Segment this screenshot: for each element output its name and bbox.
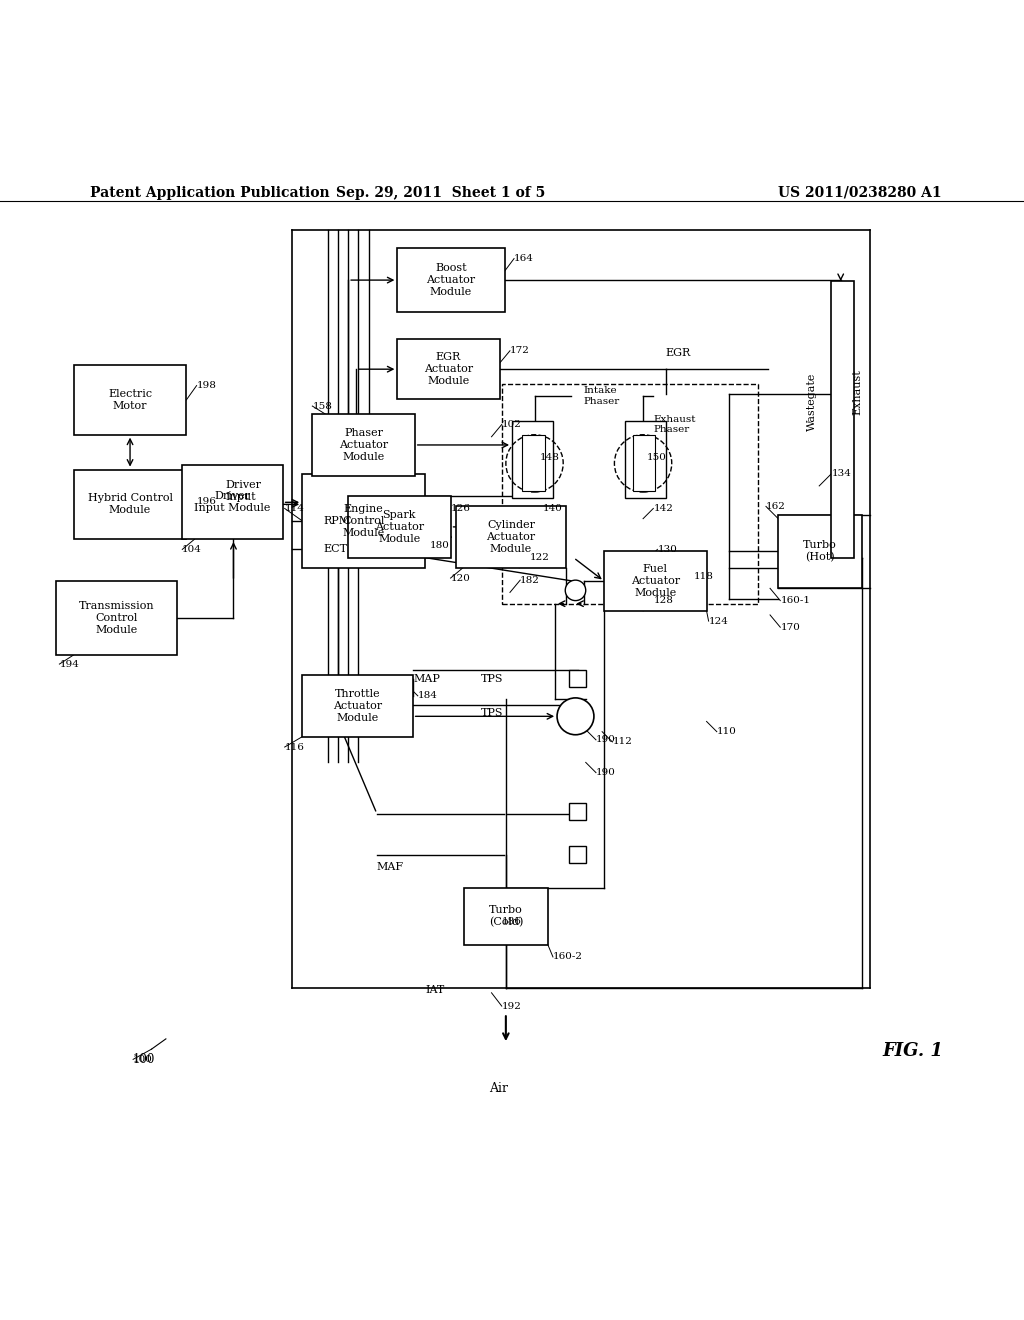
Text: 196: 196 (197, 496, 216, 506)
Text: 160-2: 160-2 (553, 953, 583, 961)
Text: 128: 128 (653, 597, 673, 605)
Text: 116: 116 (285, 743, 304, 751)
Bar (74, 366, 186, 434)
Text: 172: 172 (510, 346, 529, 355)
Text: 194: 194 (59, 660, 79, 669)
Bar (182, 466, 283, 539)
Text: 134: 134 (831, 469, 851, 478)
Text: IAT: IAT (425, 985, 444, 995)
Bar (633, 434, 655, 491)
Text: Hybrid Control
Module: Hybrid Control Module (87, 494, 173, 515)
Text: 190: 190 (596, 768, 615, 777)
Text: RPM: RPM (324, 516, 350, 525)
Text: Driver
Input: Driver Input (225, 480, 261, 502)
Bar (74, 470, 186, 539)
Bar (302, 474, 425, 568)
Text: 190: 190 (596, 735, 615, 744)
Text: 122: 122 (529, 553, 549, 562)
Text: Turbo
(Cold): Turbo (Cold) (488, 906, 523, 928)
Circle shape (557, 698, 594, 735)
Text: 192: 192 (502, 1002, 521, 1011)
Text: 158: 158 (312, 401, 332, 411)
Bar (831, 281, 854, 557)
Text: 100: 100 (133, 1055, 153, 1064)
Text: 114: 114 (285, 504, 304, 513)
Text: Transmission
Control
Module: Transmission Control Module (79, 601, 155, 635)
Bar (397, 248, 505, 312)
Text: ECT: ECT (324, 544, 347, 554)
Text: 100: 100 (133, 1053, 156, 1065)
Text: 110: 110 (717, 727, 736, 737)
Bar (56, 581, 177, 655)
Text: Wastegate: Wastegate (807, 372, 817, 432)
Text: Exhaust: Exhaust (852, 368, 862, 414)
Bar (569, 705, 586, 722)
Text: EGR
Actuator
Module: EGR Actuator Module (424, 352, 473, 387)
Circle shape (565, 579, 586, 601)
Text: 118: 118 (694, 572, 714, 581)
Text: 112: 112 (612, 738, 632, 746)
Bar (502, 384, 758, 603)
Text: Fuel
Actuator
Module: Fuel Actuator Module (631, 564, 680, 598)
Text: Boost
Actuator
Module: Boost Actuator Module (427, 263, 475, 297)
Text: US 2011/0238280 A1: US 2011/0238280 A1 (778, 186, 942, 199)
Bar (512, 421, 553, 498)
Text: Throttle
Actuator
Module: Throttle Actuator Module (333, 689, 382, 723)
Text: Sep. 29, 2011  Sheet 1 of 5: Sep. 29, 2011 Sheet 1 of 5 (336, 186, 545, 199)
Text: 130: 130 (657, 545, 677, 554)
Bar (604, 552, 707, 611)
Bar (569, 671, 586, 686)
Text: 198: 198 (197, 381, 216, 391)
Bar (312, 414, 415, 475)
Text: Intake
Phaser: Intake Phaser (584, 387, 620, 405)
Text: 142: 142 (653, 504, 673, 513)
Text: Phaser
Actuator
Module: Phaser Actuator Module (339, 428, 388, 462)
Text: 140: 140 (543, 504, 562, 513)
Text: 162: 162 (766, 502, 785, 511)
Bar (456, 507, 566, 568)
Text: 126: 126 (451, 504, 470, 513)
Bar (778, 515, 862, 589)
Bar (569, 804, 586, 820)
Bar (397, 339, 500, 399)
Text: Patent Application Publication: Patent Application Publication (90, 186, 330, 199)
Text: Electric
Motor: Electric Motor (108, 389, 153, 411)
Text: Turbo
(Hot): Turbo (Hot) (804, 540, 837, 562)
Text: Exhaust
Phaser: Exhaust Phaser (653, 414, 696, 434)
Text: EGR: EGR (666, 347, 691, 358)
Text: 120: 120 (451, 574, 470, 582)
Text: 180: 180 (430, 541, 450, 550)
Bar (625, 421, 666, 498)
Text: FIG. 1: FIG. 1 (883, 1043, 943, 1060)
Text: MAP: MAP (414, 675, 440, 685)
Text: TPS: TPS (481, 675, 504, 685)
Bar (522, 434, 545, 491)
Text: 182: 182 (520, 576, 540, 585)
Bar (348, 496, 451, 557)
Bar (464, 888, 548, 945)
Text: 164: 164 (514, 253, 534, 263)
Text: TPS: TPS (481, 709, 504, 718)
Text: 104: 104 (182, 545, 202, 554)
Text: 186: 186 (502, 916, 521, 925)
Text: 170: 170 (780, 623, 800, 632)
Text: MAF: MAF (377, 862, 403, 871)
Text: 160-1: 160-1 (780, 597, 810, 605)
Text: 124: 124 (709, 616, 728, 626)
Text: 150: 150 (647, 453, 667, 462)
Text: 184: 184 (418, 692, 437, 701)
Text: Cylinder
Actuator
Module: Cylinder Actuator Module (486, 520, 536, 554)
Text: Spark
Actuator
Module: Spark Actuator Module (375, 510, 424, 544)
Text: 102: 102 (502, 420, 521, 429)
Bar (569, 846, 586, 863)
Text: 148: 148 (540, 453, 559, 462)
Bar (302, 676, 413, 737)
Text: Driver
Input Module: Driver Input Module (195, 491, 270, 513)
Text: Engine
Control
Module: Engine Control Module (342, 504, 385, 537)
Text: Air: Air (489, 1081, 509, 1094)
